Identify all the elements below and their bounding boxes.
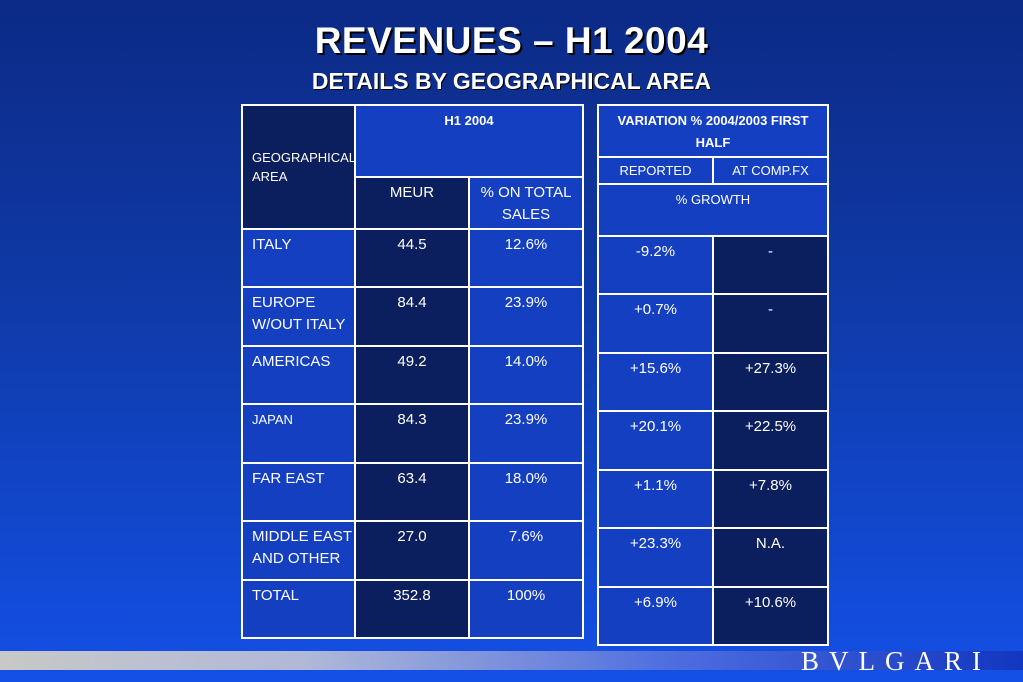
reported-cell: +15.6% [597,352,714,412]
variation-body: -9.2% - +0.7% - +15.6% +27.3% +20.1% +22.5% … [597,235,829,646]
table-row: -9.2% - [597,235,829,295]
footer-bar [0,651,1023,670]
table-row: +20.1% +22.5% [597,410,829,471]
meur-cell: 27.0 [354,520,470,581]
table-row: +23.3% N.A. [597,527,829,588]
comp-fx-cell: +27.3% [712,352,829,412]
growth-label: % GROWTH [597,183,829,237]
pct-total-header: % ON TOTAL SALES [468,176,584,230]
geo-area-header: GEOGRAPHICAL AREA [241,104,356,230]
area-cell: AMERICAS [241,345,356,405]
area-cell: JAPAN [241,403,356,464]
comp-fx-header: AT COMP.FX [712,156,829,185]
meur-cell: 49.2 [354,345,470,405]
meur-cell: 63.4 [354,462,470,522]
table-row: +0.7% - [597,293,829,354]
table-row: EUROPE W/OUT ITALY 84.4 23.9% [241,286,584,347]
table-row: JAPAN 84.3 23.9% [241,403,584,464]
pct-cell: 23.9% [468,286,584,347]
revenues-body: ITALY 44.5 12.6% EUROPE W/OUT ITALY 84.4 23.… [241,228,584,639]
comp-fx-cell: N.A. [712,527,829,588]
page-subtitle: DETAILS BY GEOGRAPHICAL AREA [311,68,712,94]
reported-cell: +20.1% [597,410,714,471]
variation-header: VARIATION % 2004/2003 FIRST HALF [597,104,829,158]
reported-cell: -9.2% [597,235,714,295]
comp-fx-cell: +22.5% [712,410,829,471]
table-row: +1.1% +7.8% [597,469,829,529]
comp-fx-cell: - [712,293,829,354]
pct-cell: 23.9% [468,403,584,464]
reported-cell: +0.7% [597,293,714,354]
comp-fx-cell: +10.6% [712,586,829,646]
pct-cell: 14.0% [468,345,584,405]
brand-logo: BVLGARI [801,646,991,676]
pct-cell: 7.6% [468,520,584,581]
pct-cell: 12.6% [468,228,584,288]
area-cell: TOTAL [241,579,356,639]
table-row: ITALY 44.5 12.6% [241,228,584,288]
area-cell: ITALY [241,228,356,288]
pct-cell: 100% [468,579,584,639]
table-row: FAR EAST 63.4 18.0% [241,462,584,522]
reported-cell: +23.3% [597,527,714,588]
area-cell: EUROPE W/OUT ITALY [241,286,356,347]
reported-cell: +6.9% [597,586,714,646]
reported-cell: +1.1% [597,469,714,529]
meur-cell: 44.5 [354,228,470,288]
comp-fx-cell: +7.8% [712,469,829,529]
comp-fx-cell: - [712,235,829,295]
page-title: REVENUES – H1 2004 [314,20,709,61]
table-row: +15.6% +27.3% [597,352,829,412]
area-cell: FAR EAST [241,462,356,522]
table-row: MIDDLE EAST AND OTHER 27.0 7.6% [241,520,584,581]
meur-header: MEUR [354,176,470,230]
reported-header: REPORTED [597,156,714,185]
meur-cell: 352.8 [354,579,470,639]
pct-cell: 18.0% [468,462,584,522]
area-cell: MIDDLE EAST AND OTHER [241,520,356,581]
table-row: AMERICAS 49.2 14.0% [241,345,584,405]
h1-2004-header: H1 2004 [354,104,584,178]
table-row: +6.9% +10.6% [597,586,829,646]
meur-cell: 84.3 [354,403,470,464]
meur-cell: 84.4 [354,286,470,347]
revenues-table: GEOGRAPHICAL AREA H1 2004 MEUR % ON TOTA… [241,104,584,639]
table-row: TOTAL 352.8 100% [241,579,584,639]
variation-table: VARIATION % 2004/2003 FIRST HALF REPORTE… [597,104,829,646]
